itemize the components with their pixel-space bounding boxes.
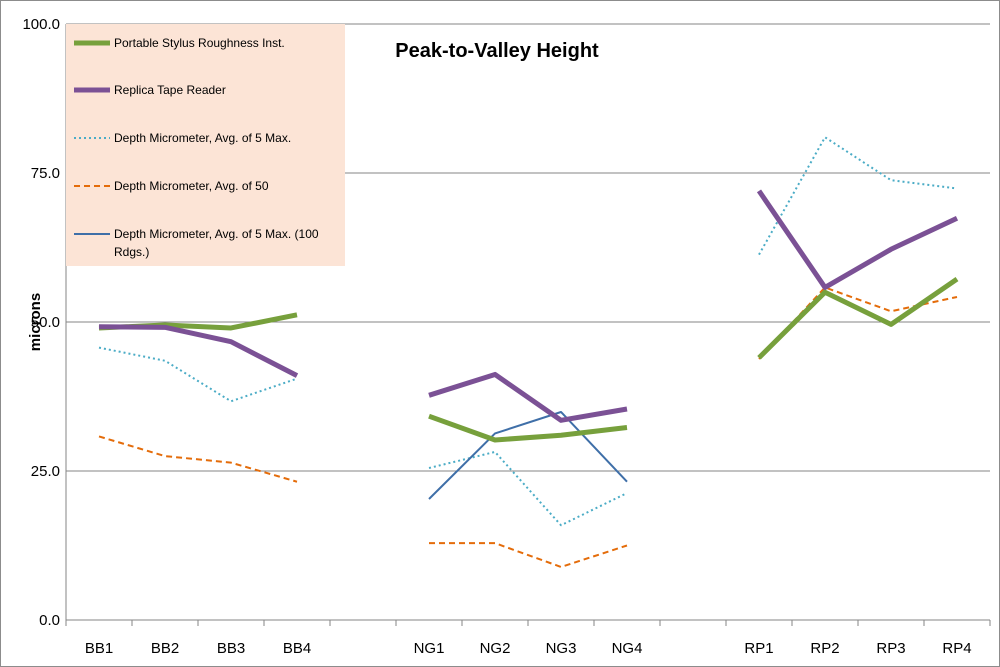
legend: Portable Stylus Roughness Inst. Replica … [66, 24, 345, 266]
series-line-segment [98, 435, 298, 483]
x-tick-label: NG2 [480, 640, 511, 657]
y-tick-labels: 0.0 25.0 50.0 75.0 100.0 [22, 16, 60, 629]
legend-label-dm5max: Depth Micrometer, Avg. of 5 Max. [114, 131, 291, 145]
x-tick-label: RP2 [810, 640, 839, 657]
x-tick-label: BB4 [283, 640, 311, 657]
x-tick-label: RP4 [942, 640, 971, 657]
series-line-segment [98, 324, 299, 378]
series-line-segment [757, 277, 959, 360]
series-line-segment [428, 413, 628, 443]
x-tick-label: NG3 [546, 640, 577, 657]
y-tick-label: 50.0 [31, 314, 60, 331]
legend-label-dm100-line2: Rdgs.) [114, 245, 149, 259]
x-tick-labels: BB1 BB2 BB3 BB4 NG1 NG2 NG3 NG4 RP1 RP2 RP3 RP4 [65, 620, 991, 657]
legend-label-stylus: Portable Stylus Roughness Inst. [114, 36, 285, 50]
x-tick-label: BB2 [151, 640, 179, 657]
y-axis-label: microns [27, 293, 44, 351]
series-line-segment [428, 450, 628, 527]
series-line-segment [428, 371, 628, 423]
y-tick-label: 25.0 [31, 463, 60, 480]
legend-label-dm100-line1: Depth Micrometer, Avg. of 5 Max. (100 [114, 227, 319, 241]
series-line-segment [428, 410, 628, 500]
x-tick-label: BB3 [217, 640, 245, 657]
x-tick-label: BB1 [85, 640, 113, 657]
y-tick-label: 75.0 [31, 165, 60, 182]
series-line-segment [98, 346, 298, 403]
y-tick-label: 100.0 [22, 16, 60, 33]
x-tick-label: NG4 [612, 640, 643, 657]
x-tick-label: RP1 [744, 640, 773, 657]
series-line-segment [429, 542, 628, 568]
legend-box [66, 24, 345, 266]
legend-label-replica: Replica Tape Reader [114, 83, 226, 97]
series-lines [98, 136, 959, 568]
x-tick-label: RP3 [876, 640, 905, 657]
x-tick-label: NG1 [414, 640, 445, 657]
legend-label-dm50: Depth Micrometer, Avg. of 50 [114, 179, 269, 193]
y-tick-label: 0.0 [39, 612, 60, 629]
chart-title: Peak-to-Valley Height [395, 40, 599, 62]
series-line-segment [756, 189, 959, 290]
series-line-segment [758, 136, 958, 256]
